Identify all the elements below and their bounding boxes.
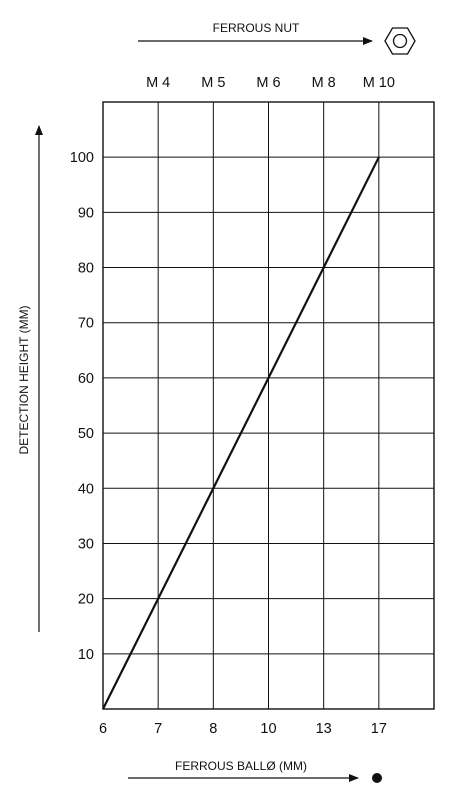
y-tick-label: 90 [78, 205, 94, 221]
y-tick-label: 10 [78, 647, 94, 663]
y-tick-label: 30 [78, 536, 94, 552]
filled-circle-icon [372, 773, 382, 783]
top-tick-label: M 8 [312, 75, 336, 91]
bottom-tick-label: 8 [209, 721, 217, 737]
y-tick-label: 20 [78, 592, 94, 608]
y-axis-title: DETECTION HEIGHT (MM) [17, 305, 31, 454]
top-tick-label: M 6 [256, 75, 280, 91]
y-tick-label: 80 [78, 261, 94, 277]
y-tick-label: 100 [70, 150, 94, 166]
bottom-tick-label: 7 [154, 721, 162, 737]
top-axis-title: FERROUS NUT [213, 21, 300, 35]
bottom-tick-labels: 6 7 8 10 13 17 [99, 721, 387, 737]
series-group [102, 156, 380, 710]
top-tick-label: M 10 [363, 75, 395, 91]
series-line [102, 156, 380, 710]
bottom-tick-label: 17 [371, 721, 387, 737]
y-tick-label: 50 [78, 426, 94, 442]
y-tick-labels: 10 20 30 40 50 60 70 80 90 100 [70, 150, 94, 663]
top-tick-label: M 4 [146, 75, 170, 91]
y-tick-label: 70 [78, 316, 94, 332]
hexagon-nut-icon [384, 27, 416, 55]
bottom-tick-label: 10 [260, 721, 276, 737]
bottom-tick-label: 13 [316, 721, 332, 737]
bottom-axis-title: FERROUS BALLØ (MM) [175, 759, 307, 773]
y-tick-label: 60 [78, 371, 94, 387]
top-tick-labels: M 4 M 5 M 6 M 8 M 10 [146, 75, 395, 91]
top-tick-label: M 5 [201, 75, 225, 91]
bottom-tick-label: 6 [99, 721, 107, 737]
y-tick-label: 40 [78, 481, 94, 497]
vertical-gridlines [157, 102, 380, 709]
